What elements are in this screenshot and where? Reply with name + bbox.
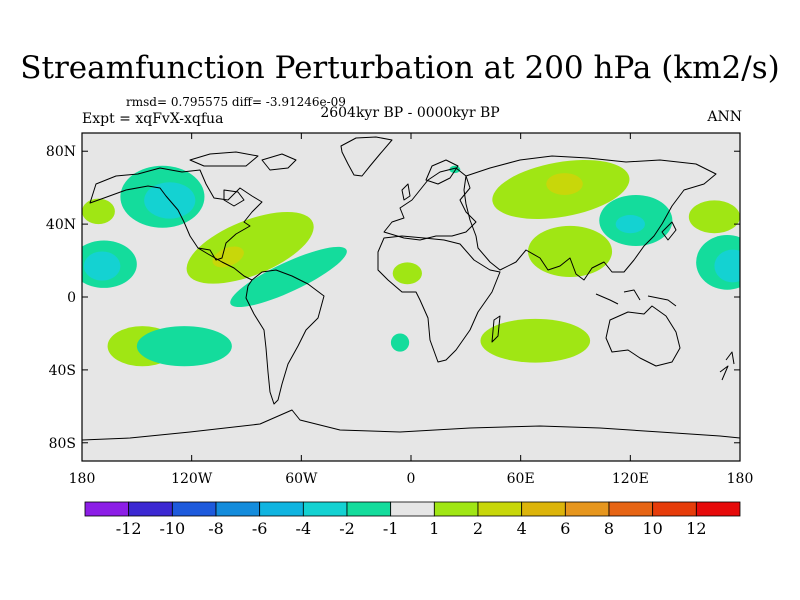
colorbar-swatch — [302, 501, 348, 517]
anomaly-region-negative — [230, 246, 347, 308]
anomaly-region-negative — [615, 215, 645, 234]
colorbar-label: 6 — [560, 519, 570, 538]
colorbar-label: -12 — [116, 519, 142, 538]
colorbar-label: 2 — [473, 519, 483, 538]
colorbar-label: -6 — [252, 519, 268, 538]
colorbar-label: 1 — [429, 519, 439, 538]
x-tick-label: 60W — [285, 471, 318, 487]
anomaly-region-negative — [136, 326, 232, 367]
y-tick-label: 80S — [49, 436, 76, 452]
colorbar-swatch — [564, 501, 610, 517]
coastline-japan — [661, 221, 677, 241]
colorbar-swatch — [477, 501, 523, 517]
anomaly-region-positive — [688, 200, 740, 234]
colorbar-label: -2 — [339, 519, 355, 538]
anomaly-region-positive — [480, 318, 591, 363]
x-tick-label: 180 — [69, 471, 96, 487]
colorbar-label: -8 — [208, 519, 224, 538]
coastline-greenland — [340, 136, 393, 177]
colorbar-swatch — [433, 501, 479, 517]
anomaly-region-negative — [449, 165, 461, 174]
coastline-europe — [383, 167, 477, 241]
coastline-central-america — [197, 247, 253, 281]
y-tick-label: 40S — [49, 363, 76, 379]
x-tick-label: 0 — [407, 471, 416, 487]
colorbar: -12 -10 -8 -6 -4 -2 -1 1 2 4 6 8 10 12 — [84, 501, 741, 538]
colorbar-swatch — [608, 501, 654, 517]
coastline-australia — [605, 305, 681, 367]
anomaly-region-positive — [212, 246, 244, 268]
colorbar-label: 12 — [686, 519, 706, 538]
colorbar-swatch — [128, 501, 173, 517]
coastline-madagascar — [491, 315, 501, 343]
coastline-britain — [401, 183, 411, 201]
coastline-antarctica — [82, 409, 740, 441]
colorbar-swatch — [346, 501, 392, 517]
anomaly-region-positive — [527, 225, 613, 277]
colorbar-swatch — [390, 501, 435, 517]
coastline-africa — [377, 235, 501, 363]
coastlines — [82, 136, 740, 441]
chart-title: Streamfunction Perturbation at 200 hPa (… — [20, 50, 780, 86]
season-label: ANN — [707, 109, 742, 125]
coastline-arctic-islands — [189, 151, 297, 171]
colorbar-swatch — [652, 501, 697, 517]
y-tick-label: 0 — [67, 290, 76, 306]
x-tick-label: 120W — [171, 471, 213, 487]
anomaly-region-negative — [83, 251, 121, 281]
colorbar-label: 4 — [517, 519, 527, 538]
colorbar-swatch — [215, 501, 261, 517]
coastline-north-america — [89, 167, 263, 261]
axis-ticks: 180 120W 60W 0 60E 120E 180 80N 40N 0 40S 80S — [46, 133, 753, 487]
colorbar-swatch — [259, 501, 304, 517]
coastline-asia — [463, 155, 717, 281]
colorbar-label: -1 — [383, 519, 399, 538]
rmsd-diff-label: rmsd= 0.795575 diff= -3.91246e-09 — [126, 95, 346, 109]
anomaly-region-positive — [392, 262, 422, 285]
x-tick-label: 180 — [727, 471, 754, 487]
anomaly-region-positive — [546, 173, 583, 195]
colorbar-label: -4 — [296, 519, 312, 538]
period-subtitle: 2604kyr BP - 0000kyr BP — [320, 105, 500, 121]
experiment-label: Expt = xqFvX-xqfua — [82, 111, 224, 127]
coastline-south-america — [245, 269, 325, 405]
coastline-new-zealand — [719, 351, 735, 381]
colorbar-label: 8 — [604, 519, 614, 538]
x-tick-label: 120E — [612, 471, 649, 487]
colorbar-label: -10 — [159, 519, 185, 538]
colorbar-label: 10 — [642, 519, 662, 538]
y-tick-label: 40N — [46, 217, 76, 233]
colorbar-swatch — [521, 501, 566, 517]
anomaly-region-positive — [82, 198, 115, 225]
coastline-hudson-bay — [223, 189, 245, 207]
coastline-indonesia — [595, 289, 677, 307]
colorbar-swatch — [171, 501, 217, 517]
anomaly-fields — [82, 159, 740, 367]
anomaly-region-negative — [390, 333, 410, 352]
coastline-scandinavia — [425, 159, 459, 185]
colorbar-swatch — [695, 501, 741, 517]
anomaly-region-negative — [714, 249, 740, 283]
x-tick-label: 60E — [507, 471, 535, 487]
colorbar-swatch — [84, 501, 130, 517]
y-tick-label: 80N — [46, 144, 76, 160]
